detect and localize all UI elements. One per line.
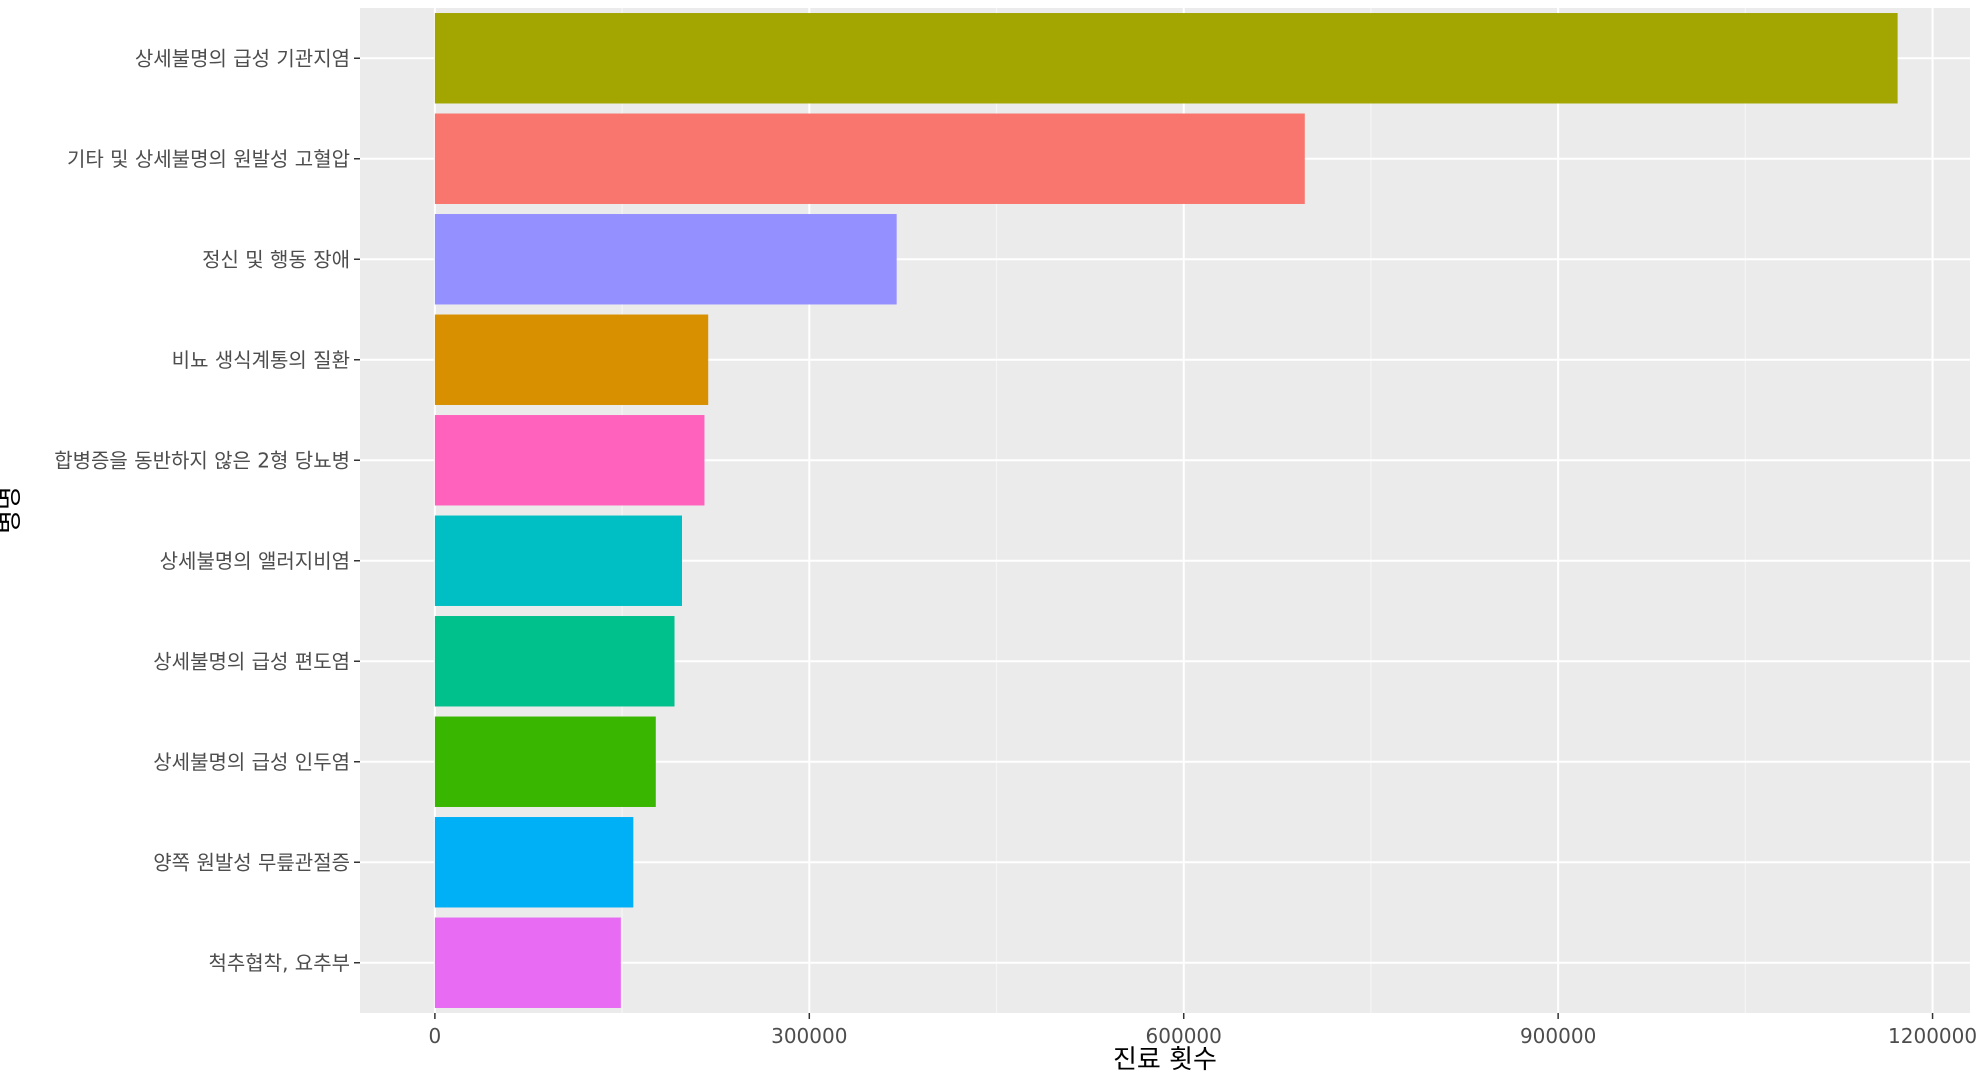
y-tick-label: 상세불명의 급성 편도염 [153,649,350,673]
bar [434,415,705,506]
y-tick-label: 상세불명의 앨러지비염 [160,549,350,573]
y-tick-label: 정신 및 행동 장애 [202,247,350,271]
y-tick-label: 상세불명의 급성 인두염 [153,750,350,774]
bar [434,113,1305,204]
bar [434,13,1898,104]
x-axis-title: 진료 횟수 [1113,1045,1217,1075]
x-tick-label: 600000 [1146,1024,1222,1048]
x-axis-ticks: 0 300000 600000 900000 1200000 [429,1013,1977,1048]
bar [434,515,682,606]
y-tick-label: 척추협착, 요추부 [208,951,350,975]
y-tick-label: 양쪽 원발성 무릎관절증 [153,850,350,874]
x-tick-label: 300000 [771,1024,847,1048]
x-tick-label: 0 [429,1024,442,1048]
bar [434,214,897,305]
y-tick-label: 기타 및 상세불명의 원발성 고혈압 [67,147,350,171]
bars [434,13,1898,1008]
bar [434,716,656,807]
y-tick-label: 상세불명의 급성 기관지염 [135,46,350,70]
bar [434,817,634,908]
bar [434,314,709,405]
x-tick-label: 1200000 [1888,1024,1977,1048]
y-axis-title: 병명 [0,486,25,534]
bar [434,917,621,1008]
y-tick-label: 비뇨 생식계통의 질환 [172,348,350,372]
y-tick-label: 합병증을 동반하지 않은 2형 당뇨병 [54,448,350,472]
x-tick-label: 900000 [1520,1024,1596,1048]
bar [434,616,675,707]
